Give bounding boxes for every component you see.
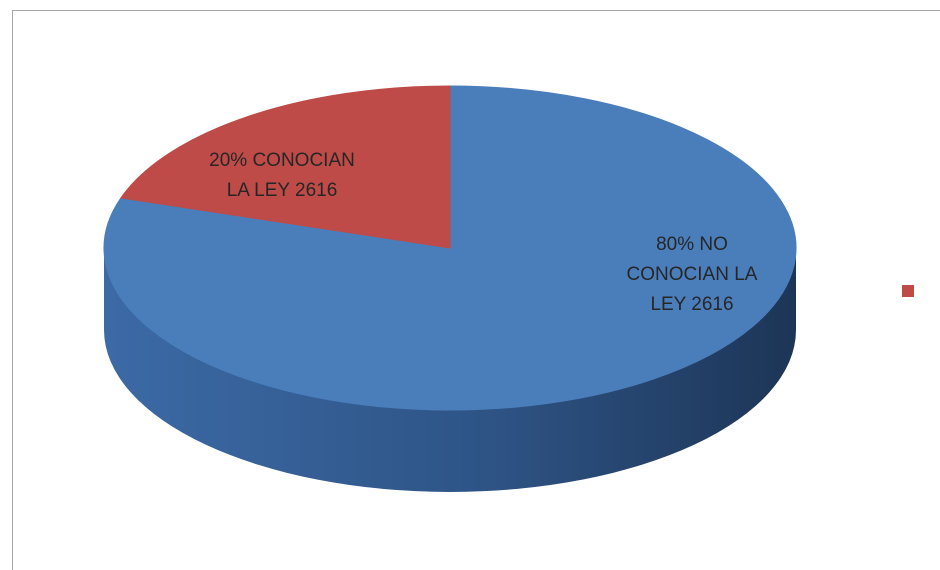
data-label-1: 20% CONOCIAN LA LEY 2616 [209,150,355,201]
legend-marker [902,285,914,297]
pie-slice-1 [120,85,451,249]
pie-slice-0 [103,85,797,411]
chart-area [12,10,940,570]
pie-slice-side-0 [104,248,796,492]
data-label-0: 80% NO CONOCIAN LA LEY 2616 [627,234,758,315]
